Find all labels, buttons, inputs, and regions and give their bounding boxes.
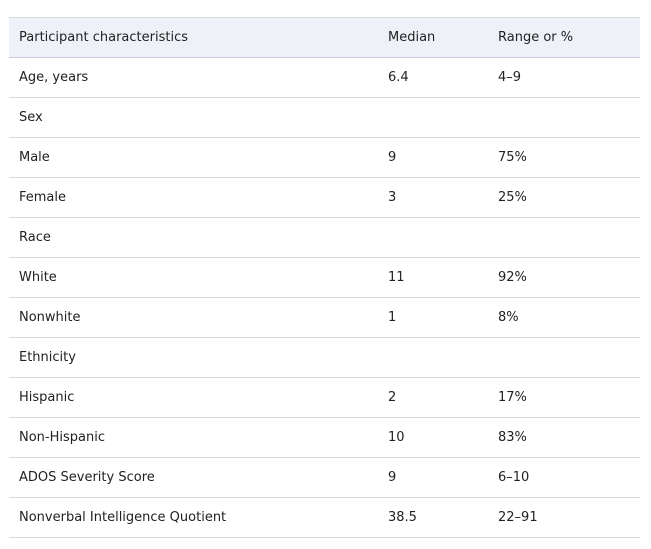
table-cell: White [9, 257, 378, 298]
table-cell [488, 217, 640, 258]
header-cell: Participant characteristics [9, 17, 378, 58]
characteristics-table: Participant characteristics Median Range… [9, 17, 640, 538]
table-cell: 92% [488, 257, 640, 298]
table-cell: 22–91 [488, 497, 640, 538]
table-cell: Nonverbal Intelligence Quotient [9, 497, 378, 538]
table-cell [488, 97, 640, 138]
table-row: Hispanic 2 17% [9, 377, 640, 418]
table-cell: 1 [378, 297, 488, 338]
table-cell: 9 [378, 457, 488, 498]
table-cell: 6.4 [378, 57, 488, 98]
table-cell: 75% [488, 137, 640, 178]
table-cell [378, 337, 488, 378]
table-cell: Female [9, 177, 378, 218]
table-cell: Age, years [9, 57, 378, 98]
table-cell: Nonwhite [9, 297, 378, 338]
table-cell: Non-Hispanic [9, 417, 378, 458]
table-row: Female 3 25% [9, 177, 640, 218]
table-cell: Hispanic [9, 377, 378, 418]
table-cell: 17% [488, 377, 640, 418]
table-row: Male 9 75% [9, 137, 640, 178]
table-cell: 2 [378, 377, 488, 418]
table-cell: 9 [378, 137, 488, 178]
table-cell: 6–10 [488, 457, 640, 498]
table-cell: 10 [378, 417, 488, 458]
table-cell: Sex [9, 97, 378, 138]
table-cell: 3 [378, 177, 488, 218]
table-row: Nonverbal Intelligence Quotient 38.5 22–91 [9, 497, 640, 538]
table-cell: 38.5 [378, 497, 488, 538]
table-row: Ethnicity [9, 337, 640, 378]
header-cell: Median [378, 17, 488, 58]
table-cell: 4–9 [488, 57, 640, 98]
table-cell: ADOS Severity Score [9, 457, 378, 498]
table-cell: 11 [378, 257, 488, 298]
table-cell: 83% [488, 417, 640, 458]
table-cell [378, 217, 488, 258]
table-row: White 11 92% [9, 257, 640, 298]
table-row: Age, years 6.4 4–9 [9, 57, 640, 98]
table-row: Race [9, 217, 640, 258]
table-cell: 25% [488, 177, 640, 218]
table-cell: 8% [488, 297, 640, 338]
header-row: Participant characteristics Median Range… [9, 17, 640, 58]
table-row: Sex [9, 97, 640, 138]
table-cell: Ethnicity [9, 337, 378, 378]
table-cell [488, 337, 640, 378]
table-cell [378, 97, 488, 138]
table-cell: Male [9, 137, 378, 178]
table-cell: Race [9, 217, 378, 258]
table-row: Non-Hispanic 10 83% [9, 417, 640, 458]
table-row: Nonwhite 1 8% [9, 297, 640, 338]
table-row: ADOS Severity Score 9 6–10 [9, 457, 640, 498]
header-cell: Range or % [488, 17, 640, 58]
